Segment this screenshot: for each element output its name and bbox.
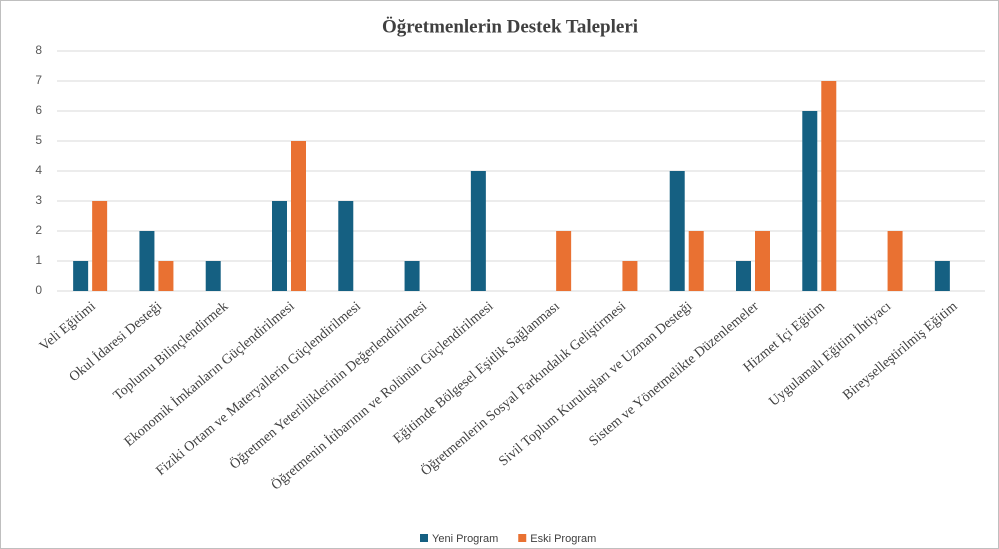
bar bbox=[736, 261, 751, 291]
y-tick-label: 2 bbox=[35, 223, 42, 237]
bar bbox=[338, 201, 354, 291]
bar bbox=[470, 171, 486, 291]
bar bbox=[73, 261, 89, 291]
y-tick-label: 3 bbox=[35, 193, 42, 207]
bar bbox=[205, 261, 221, 291]
bar bbox=[934, 261, 950, 291]
bar bbox=[887, 231, 903, 291]
legend-swatch bbox=[420, 534, 428, 542]
bar bbox=[669, 171, 685, 291]
y-tick-label: 6 bbox=[35, 103, 42, 117]
bar bbox=[755, 231, 770, 291]
y-tick-label: 8 bbox=[35, 43, 42, 57]
bar bbox=[688, 231, 704, 291]
bar bbox=[622, 261, 638, 291]
y-tick-label: 0 bbox=[35, 283, 42, 297]
y-tick-label: 7 bbox=[35, 73, 42, 87]
y-tick-label: 4 bbox=[35, 163, 42, 177]
bar bbox=[821, 81, 837, 291]
y-tick-label: 5 bbox=[35, 133, 42, 147]
legend-swatch bbox=[518, 534, 527, 542]
bar bbox=[92, 201, 108, 291]
bar bbox=[158, 261, 174, 291]
legend-label: Eski Program bbox=[530, 533, 596, 545]
bar bbox=[802, 111, 818, 291]
bar bbox=[272, 201, 287, 291]
chart-title: Öğretmenlerin Destek Talepleri bbox=[382, 16, 638, 37]
bar bbox=[291, 141, 306, 291]
bar bbox=[556, 231, 572, 291]
legend-label: Yeni Program bbox=[432, 533, 498, 545]
bar bbox=[139, 231, 155, 291]
bar bbox=[404, 261, 420, 291]
y-tick-label: 1 bbox=[35, 253, 42, 267]
